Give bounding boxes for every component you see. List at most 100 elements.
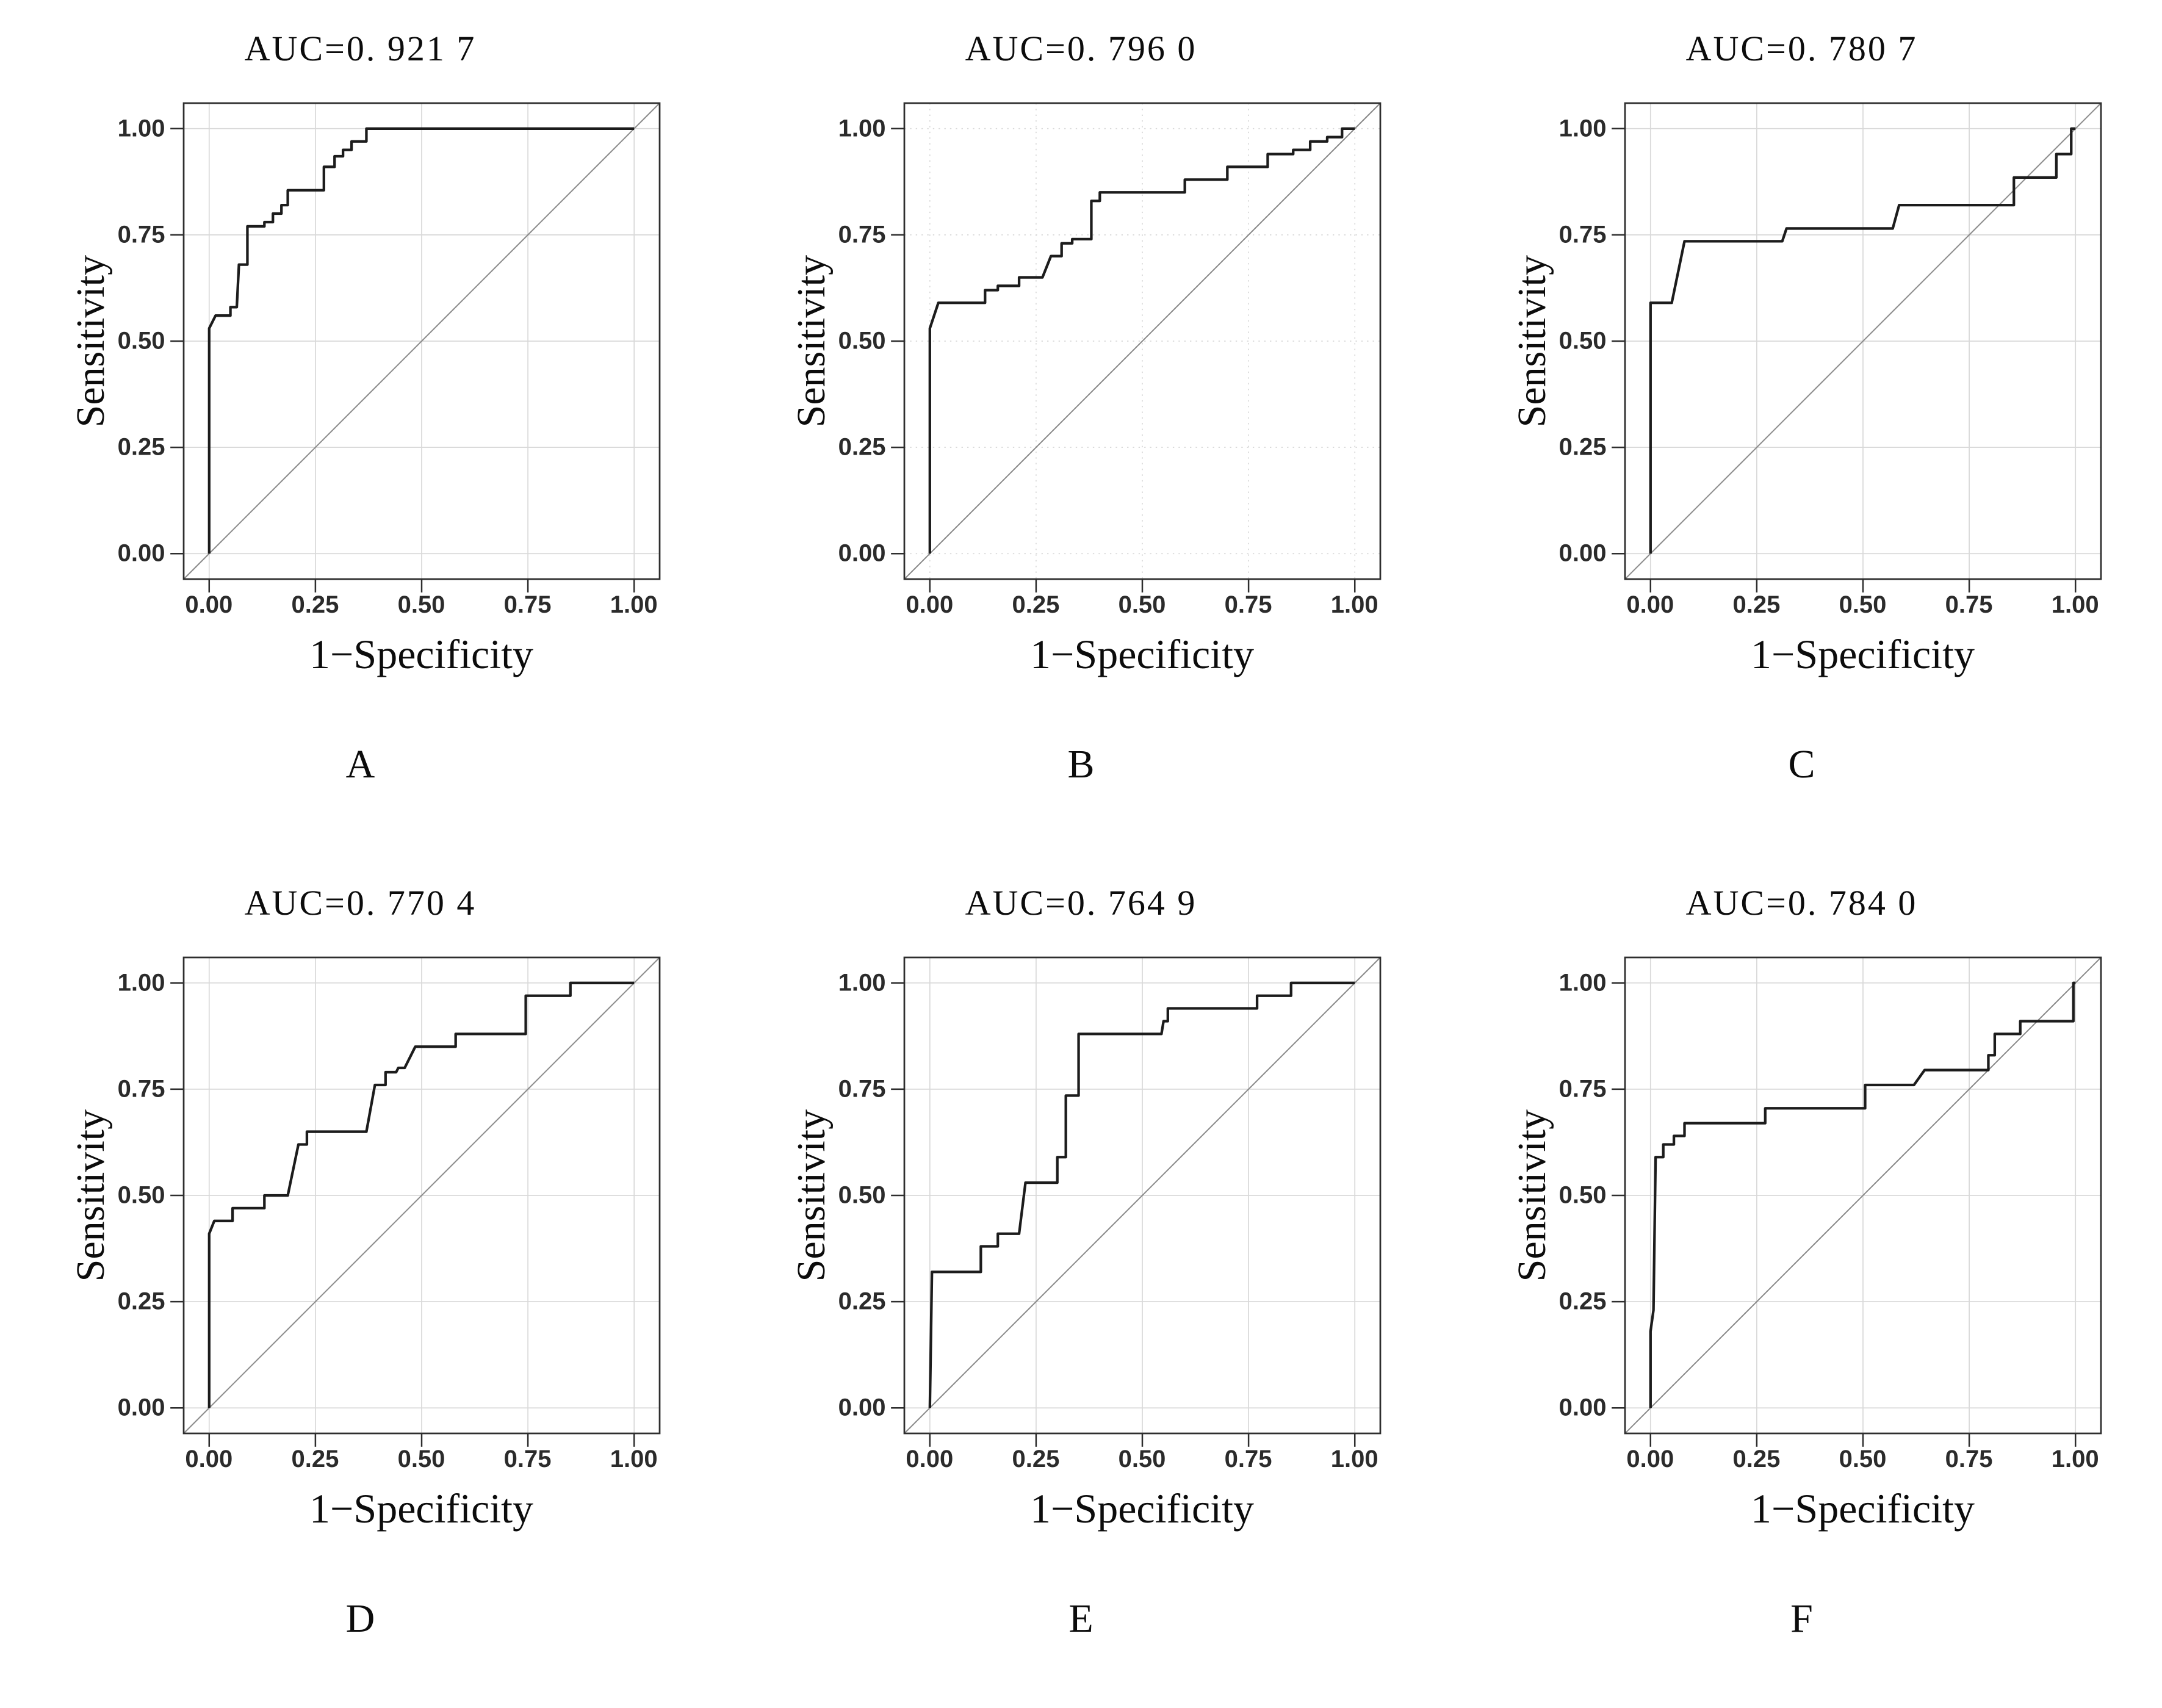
y-tick-label: 0.00 — [1558, 1394, 1607, 1421]
x-axis-label: 1−Specificity — [1030, 1485, 1254, 1532]
y-tick-label: 0.50 — [838, 327, 886, 355]
plot-area — [890, 956, 1381, 1447]
plot-area — [170, 102, 660, 593]
y-axis-ticks: 0.00 0.25 0.50 0.75 1.00 — [1558, 103, 1625, 579]
panel-title: AUC=0. 770 4 — [244, 883, 477, 923]
x-tick-label: 0.75 — [503, 1446, 552, 1472]
y-tick-label: 0.00 — [117, 539, 165, 567]
x-tick-label: 1.00 — [2051, 591, 2099, 618]
panel-letter: C — [1788, 742, 1815, 787]
x-tick-label: 0.25 — [1012, 591, 1060, 618]
x-tick-label: 0.75 — [1224, 591, 1272, 618]
panel-title: AUC=0. 764 9 — [965, 883, 1197, 923]
y-axis-ticks: 0.00 0.25 0.50 0.75 1.00 — [838, 103, 904, 579]
x-tick-label: 1.00 — [2051, 1446, 2099, 1472]
plot-grid: Sensitivity 0.00 0.25 0.50 0.75 1.00 0.00 0.2… — [1503, 102, 2102, 683]
x-axis-ticks: 0.00 0.25 0.50 0.75 1.00 — [1625, 1433, 2101, 1472]
y-tick-label: 0.25 — [1558, 433, 1607, 461]
y-tick-label: 1.00 — [1558, 969, 1607, 996]
y-tick-label: 0.75 — [838, 1075, 886, 1103]
y-axis-label: Sensitivity — [1509, 1109, 1554, 1282]
y-tick-label: 0.00 — [838, 539, 886, 567]
roc-curve — [1649, 127, 2075, 554]
x-tick-label: 0.50 — [397, 1446, 445, 1472]
x-axis-ticks: 0.00 0.25 0.50 0.75 1.00 — [184, 579, 660, 618]
x-axis-label: 1−Specificity — [309, 1485, 533, 1532]
x-axis-ticks: 0.00 0.25 0.50 0.75 1.00 — [1625, 579, 2101, 618]
roc-curve — [928, 981, 1355, 1408]
diagonal-reference-line — [182, 957, 660, 1434]
plot-area — [890, 102, 1381, 593]
y-tick-label: 0.00 — [1558, 539, 1607, 567]
y-tick-label: 1.00 — [1558, 115, 1607, 142]
x-tick-label: 0.50 — [1118, 591, 1166, 618]
y-tick-label: 0.50 — [117, 327, 165, 355]
x-tick-label: 1.00 — [1330, 591, 1378, 618]
x-tick-label: 0.25 — [1732, 591, 1781, 618]
y-tick-label: 1.00 — [838, 969, 886, 996]
y-tick-label: 0.50 — [1558, 327, 1607, 355]
roc-plot-svg — [1611, 956, 2102, 1447]
x-tick-label: 0.75 — [503, 591, 552, 618]
x-tick-label: 0.25 — [1012, 1446, 1060, 1472]
roc-curve — [207, 981, 634, 1408]
plot-grid: Sensitivity 0.00 0.25 0.50 0.75 1.00 0.00 0.2… — [62, 956, 660, 1537]
y-tick-label: 1.00 — [117, 115, 165, 142]
roc-plot-svg — [1611, 102, 2102, 593]
diagonal-reference-line — [903, 103, 1381, 580]
panel-title: AUC=0. 796 0 — [965, 29, 1197, 68]
y-tick-label: 0.25 — [117, 433, 165, 461]
roc-panel: AUC=0. 921 7 Sensitivity 0.00 0.25 0.50 0.7… — [0, 0, 721, 854]
x-tick-label: 1.00 — [610, 1446, 658, 1472]
x-tick-label: 0.50 — [1118, 1446, 1166, 1472]
y-tick-label: 0.50 — [1558, 1181, 1607, 1209]
panel-letter: B — [1067, 742, 1095, 787]
panel-letter: D — [345, 1596, 375, 1641]
y-tick-label: 0.25 — [1558, 1288, 1607, 1315]
roc-panel: AUC=0. 784 0 Sensitivity 0.00 0.25 0.50 0.7… — [1441, 854, 2162, 1708]
panel-title: AUC=0. 784 0 — [1685, 883, 1918, 923]
roc-plot-svg — [170, 956, 660, 1447]
x-axis-ticks: 0.00 0.25 0.50 0.75 1.00 — [904, 1433, 1380, 1472]
x-tick-label: 0.50 — [1839, 591, 1887, 618]
y-tick-label: 0.00 — [117, 1394, 165, 1421]
panel-title: AUC=0. 921 7 — [244, 29, 477, 68]
y-tick-label: 0.75 — [1558, 1075, 1607, 1103]
roc-panel: AUC=0. 780 7 Sensitivity 0.00 0.25 0.50 0.7… — [1441, 0, 2162, 854]
y-axis-label: Sensitivity — [788, 1109, 834, 1282]
x-tick-label: 0.25 — [1732, 1446, 1781, 1472]
x-axis-label: 1−Specificity — [1751, 1485, 1975, 1532]
plot-grid: Sensitivity 0.00 0.25 0.50 0.75 1.00 0.00 0.2… — [782, 102, 1381, 683]
y-axis-ticks: 0.00 0.25 0.50 0.75 1.00 — [1558, 957, 1625, 1433]
diagonal-reference-line — [1624, 103, 2102, 580]
panel-letter: A — [345, 742, 375, 787]
x-tick-label: 1.00 — [610, 591, 658, 618]
y-tick-label: 0.75 — [1558, 221, 1607, 248]
plot-grid: Sensitivity 0.00 0.25 0.50 0.75 1.00 0.00 0.2… — [1503, 956, 2102, 1537]
x-tick-label: 0.00 — [185, 591, 233, 618]
x-tick-label: 0.75 — [1945, 1446, 1993, 1472]
y-tick-label: 0.75 — [117, 221, 165, 248]
x-tick-label: 0.00 — [1626, 591, 1674, 618]
roc-plot-svg — [890, 956, 1381, 1447]
roc-curve — [1649, 981, 2075, 1408]
plot-area — [1611, 102, 2102, 593]
x-tick-label: 0.00 — [906, 1446, 954, 1472]
y-tick-label: 0.00 — [838, 1394, 886, 1421]
plot-grid: Sensitivity 0.00 0.25 0.50 0.75 1.00 0.00 0.2… — [782, 956, 1381, 1537]
y-axis-ticks: 0.00 0.25 0.50 0.75 1.00 — [838, 957, 904, 1433]
x-axis-ticks: 0.00 0.25 0.50 0.75 1.00 — [184, 1433, 660, 1472]
y-axis-ticks: 0.00 0.25 0.50 0.75 1.00 — [117, 103, 184, 579]
y-tick-label: 0.25 — [117, 1288, 165, 1315]
roc-curve — [207, 127, 634, 554]
roc-panel: AUC=0. 796 0 Sensitivity 0.00 0.25 0.50 0.7… — [721, 0, 1441, 854]
y-tick-label: 0.50 — [838, 1181, 886, 1209]
panel-title: AUC=0. 780 7 — [1685, 29, 1918, 68]
y-tick-label: 1.00 — [838, 115, 886, 142]
diagonal-reference-line — [182, 103, 660, 580]
y-axis-label: Sensitivity — [788, 254, 834, 428]
plot-grid: Sensitivity 0.00 0.25 0.50 0.75 1.00 0.00 0.2… — [62, 102, 660, 683]
plot-area — [1611, 956, 2102, 1447]
roc-plot-svg — [890, 102, 1381, 593]
